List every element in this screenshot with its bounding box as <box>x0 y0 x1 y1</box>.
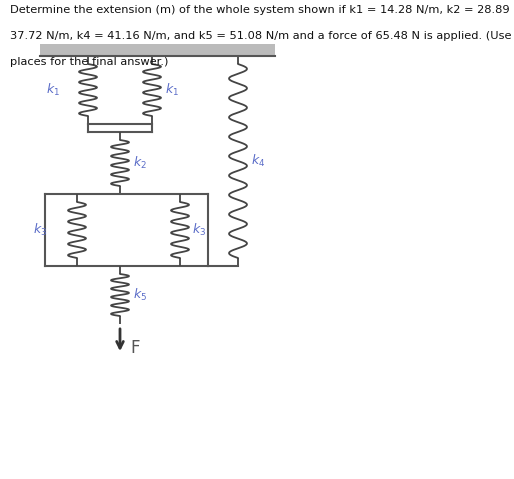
Text: Determine the extension (m) of the whole system shown if k1 = 14.28 N/m, k2 = 28: Determine the extension (m) of the whole… <box>10 5 514 15</box>
Text: 37.72 N/m, k4 = 41.16 N/m, and k5 = 51.08 N/m and a force of 65.48 N is applied.: 37.72 N/m, k4 = 41.16 N/m, and k5 = 51.0… <box>10 31 514 41</box>
Text: $k_1$: $k_1$ <box>165 82 179 98</box>
Text: F: F <box>130 339 139 357</box>
Text: $k_4$: $k_4$ <box>251 153 265 169</box>
Text: places for the final answer.): places for the final answer.) <box>10 57 169 68</box>
Text: $k_5$: $k_5$ <box>133 287 147 303</box>
Text: $k_1$: $k_1$ <box>46 82 60 98</box>
Text: $k_2$: $k_2$ <box>133 155 147 171</box>
Bar <box>40 44 275 56</box>
Text: $k_3$: $k_3$ <box>33 222 47 238</box>
Text: $k_3$: $k_3$ <box>192 222 206 238</box>
